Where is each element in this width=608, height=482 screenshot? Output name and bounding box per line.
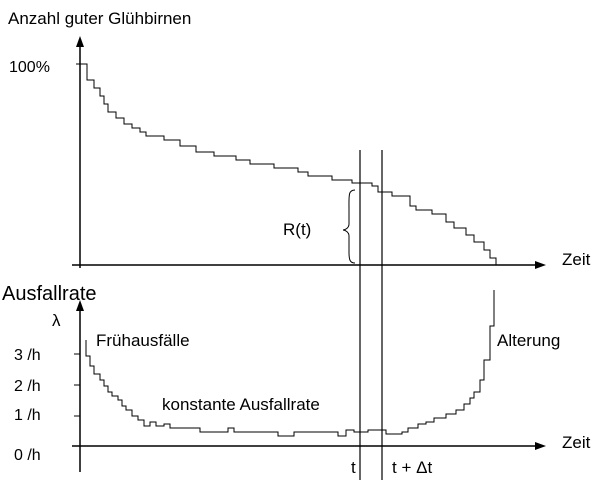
y-tick-label-3: 3 /h (14, 347, 41, 364)
time-label-t-plus-dt: t + Δt (392, 458, 432, 477)
y-tick-label-2: 2 /h (14, 378, 41, 395)
failure-rate-title: Ausfallrate (2, 283, 97, 305)
survival-chart: Anzahl guter Glühbirnen 100% Zeit R(t) (8, 9, 591, 269)
survival-x-axis-arrow (535, 261, 546, 269)
failure-rate-y-axis-arrow (76, 300, 84, 311)
survival-y-tick-100: 100% (9, 59, 50, 76)
annotation-aging: Alterung (497, 331, 560, 350)
annotation-early-failures: Frühausfälle (96, 331, 190, 350)
lambda-symbol: λ (52, 311, 61, 330)
bathtub-step-curve (85, 290, 495, 437)
survival-y-axis-arrow (76, 36, 84, 47)
failure-rate-x-label: Zeit (562, 433, 591, 452)
y-tick-label-0: 0 /h (14, 447, 41, 464)
failure-rate-x-axis-arrow (535, 442, 546, 450)
survival-y-label: Anzahl guter Glühbirnen (8, 9, 191, 28)
survival-x-label: Zeit (562, 250, 591, 269)
failure-rate-chart: Ausfallrate λ 3 /h 2 /h 1 /h 0 /h Zeit F… (2, 283, 591, 472)
time-markers: t t + Δt (351, 150, 432, 480)
reliability-brace (342, 189, 356, 264)
survival-step-curve (80, 63, 497, 265)
reliability-label: R(t) (283, 220, 311, 239)
y-tick-label-1: 1 /h (14, 407, 41, 424)
annotation-constant-rate: konstante Ausfallrate (162, 395, 320, 414)
time-label-t: t (351, 458, 356, 477)
